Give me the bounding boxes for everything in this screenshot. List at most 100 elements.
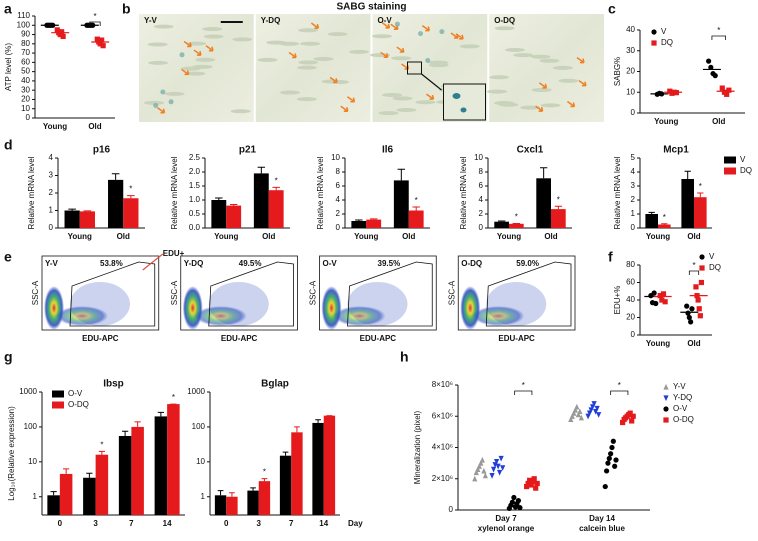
image-label: O-V: [378, 16, 393, 25]
dot: [708, 64, 714, 70]
dot: [653, 300, 659, 307]
legend-swatch: [52, 401, 64, 409]
bar: [226, 205, 242, 228]
cell: [327, 32, 348, 37]
dot: [497, 469, 503, 476]
dot: [698, 279, 705, 286]
gate: [347, 261, 433, 327]
dot: [659, 297, 665, 303]
bar: [258, 481, 271, 515]
bar: [47, 495, 60, 515]
x-axis-label: Day: [348, 519, 363, 528]
x-tick-label: Old: [117, 232, 130, 241]
dot: [684, 303, 690, 309]
y-tick-label: 0: [26, 113, 31, 122]
arrow: [538, 82, 548, 89]
density: [321, 286, 342, 330]
density: [460, 286, 481, 330]
cell: [378, 111, 399, 116]
legend-marker: [663, 395, 669, 402]
arrow: [329, 76, 338, 84]
bar: [214, 495, 227, 515]
legend-label: DQ: [740, 166, 752, 175]
gate: [485, 261, 572, 327]
y-tick-label: 3: [49, 171, 54, 180]
cell: [415, 100, 436, 105]
arrow: [193, 49, 202, 56]
y-tick-label: 1: [201, 492, 206, 501]
error-bar: [111, 173, 120, 180]
dot: [100, 43, 106, 49]
bar: [509, 223, 524, 228]
x-tick-label: 14: [319, 519, 328, 528]
image-label: O-DQ: [494, 16, 515, 25]
annotation: EDU+: [163, 249, 185, 258]
significance-bracket: [688, 270, 700, 275]
y-tick-label: 1: [631, 209, 636, 218]
dot: [609, 444, 615, 451]
cell: [371, 34, 392, 39]
error-bar: [215, 197, 223, 200]
dot: [494, 458, 500, 465]
x-tick-label: 7: [289, 519, 294, 528]
bar: [351, 221, 367, 228]
bar: [167, 404, 180, 515]
dot: [651, 290, 657, 296]
x-tick-label: Young: [43, 122, 67, 131]
y-tick-label: 80: [626, 260, 635, 269]
cell: [498, 102, 519, 107]
cell: [202, 27, 223, 32]
cell: [487, 89, 508, 94]
x-tick-label: Old: [402, 232, 415, 241]
y-axis-label: SSC-A: [31, 280, 40, 305]
bar: [645, 214, 658, 228]
dot: [509, 499, 515, 505]
y-tick-label: 1000: [187, 387, 205, 396]
y-axis-label: Relative mRNA level: [613, 156, 622, 229]
dot: [500, 465, 506, 471]
bar: [681, 179, 694, 228]
legend-marker: [663, 406, 669, 412]
dot: [630, 413, 636, 419]
stained-cell: [439, 29, 445, 35]
significance-bracket: [89, 21, 101, 26]
dot: [608, 451, 614, 457]
arrow: [578, 80, 587, 87]
cell: [558, 78, 579, 83]
x-axis-label: EDU-APC: [498, 334, 535, 343]
significance-star: *: [263, 468, 266, 477]
y-tick-label: 8: [479, 167, 484, 176]
error-bar: [539, 167, 548, 179]
y-tick-label: 20: [21, 95, 30, 104]
dot: [511, 494, 517, 501]
gate-percent: 59.0%: [516, 259, 539, 268]
y-tick-label: 0.0: [189, 223, 201, 232]
dot: [481, 467, 487, 474]
cell: [300, 41, 321, 46]
error-bar: [127, 195, 135, 199]
bar: [64, 210, 80, 228]
dot: [97, 41, 103, 47]
density: [486, 282, 547, 326]
x-tick-label: Young: [654, 117, 678, 126]
y-tick-label: 2: [631, 195, 636, 204]
density: [44, 286, 64, 330]
error-bar: [250, 487, 256, 491]
dot: [475, 466, 481, 472]
chart-title: p16: [93, 145, 111, 156]
x-tick-label: Old: [88, 122, 101, 131]
cell: [489, 75, 510, 80]
y-tick-label: 1.0: [189, 195, 201, 204]
y-tick-label: 20: [626, 67, 635, 76]
dot: [602, 483, 608, 490]
dot: [610, 438, 616, 444]
y-tick-label: 4: [336, 195, 341, 204]
cell: [279, 41, 300, 46]
stained-cell: [394, 21, 400, 27]
legend-marker: [651, 40, 657, 46]
error-bar: [157, 411, 164, 417]
bar: [291, 432, 303, 515]
y-tick-label: 30: [21, 85, 30, 94]
cell: [313, 56, 334, 61]
cell: [230, 109, 251, 114]
